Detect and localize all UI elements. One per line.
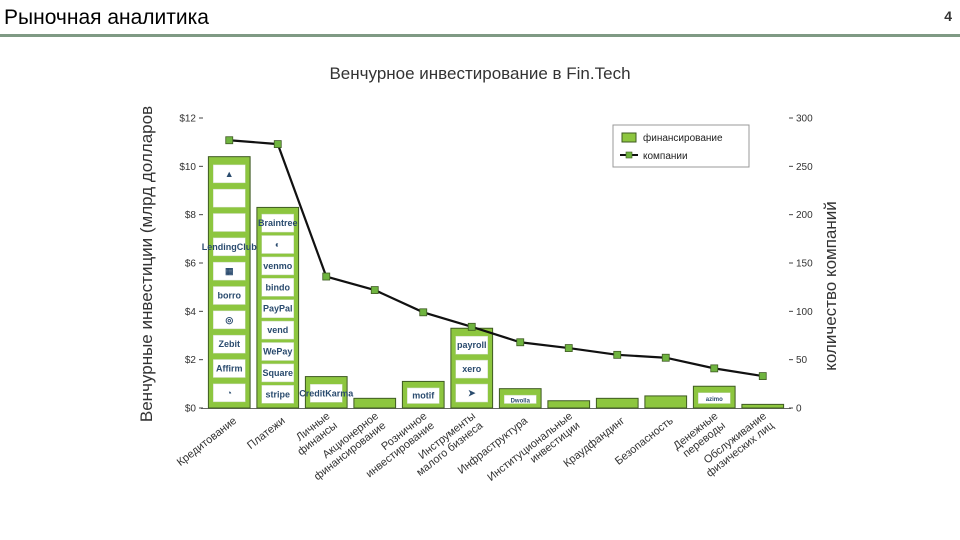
company-logo: [213, 359, 246, 378]
line-marker: [370, 286, 379, 294]
company-logo-text: PayPal: [263, 304, 293, 314]
company-logo: [261, 235, 294, 254]
line-marker: [516, 338, 525, 347]
company-logo: [504, 394, 537, 404]
company-logo: [261, 278, 294, 297]
y-tick-label: $10: [179, 162, 196, 173]
x-tick-label: Кредитование: [175, 415, 239, 469]
company-logo-text: Dwolla: [511, 398, 531, 404]
company-logo: [261, 299, 294, 318]
line-marker: [564, 344, 573, 352]
company-logo: [261, 320, 294, 340]
line-marker: [467, 322, 476, 331]
line-marker: [273, 140, 282, 149]
x-tick-label: Институциональныеинвестиции: [485, 410, 582, 493]
company-logo-text: ▲: [225, 169, 234, 179]
y2-tick-label: 50: [796, 355, 808, 366]
line-marker: [419, 308, 428, 317]
y2-tick-label: 0: [796, 404, 802, 415]
bar: [547, 400, 591, 409]
company-logo-text: ➤: [468, 388, 476, 398]
bar: [741, 403, 785, 409]
company-logo: [407, 387, 440, 404]
company-logo-text: ◐: [275, 240, 280, 250]
bar: [644, 395, 688, 409]
page-number: 4: [944, 8, 952, 24]
company-logo-text: WePay: [263, 347, 292, 357]
legend-bar-swatch: [621, 132, 637, 143]
chart-title: Венчурное инвестирование в Fin.Tech: [329, 64, 631, 83]
y-tick-label: $12: [179, 114, 196, 125]
legend-box: [612, 124, 750, 168]
company-logo: [455, 383, 488, 403]
company-logo: [261, 256, 294, 276]
y2-tick-label: 200: [796, 210, 813, 221]
company-logo: [213, 213, 246, 232]
company-logo-text: vend: [267, 325, 288, 335]
company-logo: [261, 342, 294, 361]
bar: [353, 397, 397, 409]
company-logo-text: ◎: [225, 315, 233, 325]
company-logo-text: Affirm: [216, 364, 243, 374]
line-marker: [613, 350, 622, 359]
legend-label: компании: [643, 151, 688, 162]
line-marker: [322, 272, 331, 281]
y-tick-label: $2: [185, 355, 197, 366]
company-logo: [698, 392, 731, 404]
company-logo: [455, 359, 488, 379]
y-tick-label: $4: [185, 307, 197, 318]
company-logo-text: borro: [218, 291, 242, 301]
bar: [595, 397, 639, 409]
company-logo: [213, 383, 246, 403]
y-tick-label: $0: [185, 404, 197, 415]
line-marker: [661, 353, 670, 362]
company-logo-text: motif: [412, 391, 435, 401]
x-tick-label: Платежи: [245, 415, 288, 452]
company-logo: [213, 188, 246, 208]
company-logo: [213, 310, 246, 330]
company-logo-text: ◔: [227, 388, 232, 398]
company-logo: [213, 286, 246, 305]
legend-marker-swatch: [625, 151, 633, 159]
y-tick-label: $6: [185, 259, 197, 270]
company-logo-text: payroll: [457, 340, 487, 350]
company-logo-text: Zebit: [219, 339, 241, 349]
company-logo: [213, 261, 246, 281]
company-logo: [213, 237, 246, 257]
legend-label: финансирование: [643, 132, 723, 144]
slide-title: Рыночная аналитика: [4, 6, 209, 29]
line-marker: [710, 364, 719, 373]
y-tick-label: $8: [185, 210, 197, 221]
company-logo: [455, 335, 488, 355]
company-logo: [310, 384, 343, 403]
company-logo: [261, 213, 294, 233]
companies-line: [229, 139, 763, 378]
y2-tick-label: 100: [796, 307, 813, 318]
y2-tick-label: 300: [796, 114, 813, 125]
y2-tick-label: 250: [796, 162, 813, 173]
line-marker: [758, 372, 767, 381]
title-rule: [0, 34, 960, 37]
company-logo-text: CreditKarma: [299, 388, 354, 398]
company-logo-text: xero: [462, 364, 482, 374]
company-logo-text: Square: [262, 368, 293, 378]
company-logo: [261, 385, 294, 404]
company-logo-text: Braintree: [258, 218, 298, 228]
company-logo-text: stripe: [265, 389, 290, 399]
y2-axis-title: количество компаний: [821, 201, 840, 371]
y-axis-title: Венчурные инвестиции (млрд долларов: [137, 106, 156, 422]
company-logo: [213, 164, 246, 184]
company-logo: [261, 363, 294, 383]
company-logo-text: venmo: [263, 261, 293, 271]
line-marker: [225, 136, 234, 145]
company-logo: [213, 334, 246, 354]
y2-tick-label: 150: [796, 259, 813, 270]
company-logo-text: azimo: [706, 397, 723, 403]
company-logo-text: ▦: [225, 266, 234, 276]
company-logo-text: LendingClub: [202, 242, 257, 252]
company-logo-text: bindo: [266, 282, 291, 292]
